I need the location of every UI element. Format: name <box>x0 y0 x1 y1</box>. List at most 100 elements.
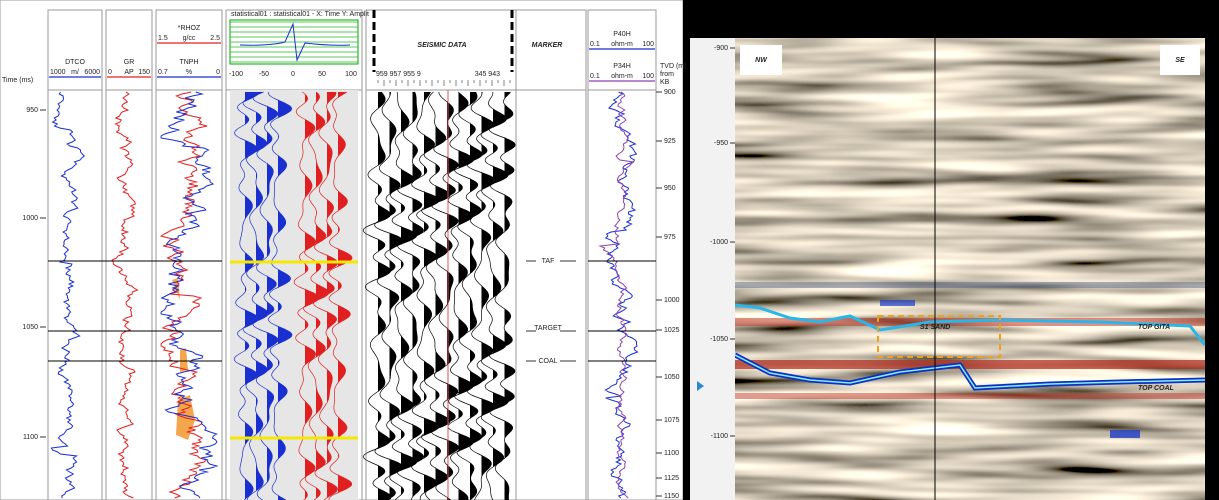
label: 1050 <box>22 324 38 331</box>
track-frame <box>47 89 103 500</box>
label: TOP COAL <box>1138 385 1174 392</box>
seismic-wiggle-fill <box>470 92 482 500</box>
label: AP <box>124 69 134 76</box>
seismic-wiggle-fill <box>389 92 404 500</box>
trace-wiggle-fill <box>327 92 338 500</box>
seismic-wiggle <box>362 91 392 500</box>
seismic-wiggle <box>421 91 451 500</box>
label: 1025 <box>664 327 680 334</box>
seismic-wiggle-fill <box>435 92 451 500</box>
seismic-wiggle-fill <box>504 92 516 500</box>
seismic-wiggle <box>431 91 459 500</box>
seismic-wiggle <box>374 91 404 500</box>
track-frame <box>155 89 223 500</box>
label: 100 <box>345 71 357 78</box>
seismic-wiggle <box>480 91 509 500</box>
label: 1125 <box>664 475 679 482</box>
track-frame <box>105 89 153 500</box>
blue-streak <box>1110 430 1140 438</box>
label: 50 <box>318 71 326 78</box>
label: -950 <box>714 140 728 147</box>
label: TOP GITA <box>1138 324 1170 331</box>
label: 6000 <box>84 69 100 76</box>
red-band <box>735 393 1205 399</box>
res-curve <box>604 91 639 499</box>
label: 0.1 <box>590 73 600 80</box>
label: 1075 <box>664 417 680 424</box>
label: TNPH <box>179 59 198 66</box>
nw-box <box>740 45 782 75</box>
label: -1050 <box>710 336 728 343</box>
label: 100 <box>642 41 654 48</box>
label: 150 <box>138 69 150 76</box>
label: -1000 <box>710 239 728 246</box>
label: % <box>186 69 192 76</box>
red-band <box>735 360 1205 369</box>
label: SE <box>1175 57 1185 64</box>
track-frame <box>587 89 657 500</box>
synthetic-wiggle-fill <box>256 92 269 500</box>
label: 1000 <box>22 215 38 222</box>
label: -900 <box>714 45 728 52</box>
label: DTCO <box>65 59 85 66</box>
label: SEISMIC DATA <box>417 42 466 49</box>
label: 0.1 <box>590 41 600 48</box>
synthetic-wiggle <box>233 91 260 500</box>
tnph-curve <box>160 91 219 499</box>
trace-wiggle <box>313 91 339 500</box>
label: 345 943 <box>475 71 500 78</box>
synthetic-wiggle <box>242 91 269 500</box>
label: GR <box>124 59 135 66</box>
trace-wiggle-fill <box>305 92 320 500</box>
label: 1100 <box>23 434 38 441</box>
gr-curve <box>111 91 139 499</box>
trace-wiggle-fill <box>316 92 329 500</box>
label: 950 <box>664 185 676 192</box>
synthetic-wiggle-fill <box>278 92 292 500</box>
label: TAF <box>542 258 555 265</box>
label: NW <box>755 57 768 64</box>
seismic-wiggle <box>389 91 418 500</box>
synthetic-wiggle <box>252 91 279 500</box>
label: 925 <box>664 138 676 145</box>
dtco-curve <box>50 91 86 499</box>
seismic-wiggle <box>488 91 516 500</box>
seismic-wiggle <box>466 91 497 500</box>
rhoz-curve <box>159 91 208 499</box>
label: ohm-m <box>611 41 633 48</box>
label: -50 <box>259 71 269 78</box>
seismic-wiggle-fill <box>412 92 424 500</box>
label: 0 <box>291 71 295 78</box>
label: 1150 <box>664 493 679 500</box>
label: 975 <box>664 234 676 241</box>
sand-box <box>877 315 1001 358</box>
label: 950 <box>26 107 38 114</box>
grey-band <box>735 282 1205 288</box>
label: 0.7 <box>158 69 168 76</box>
well-marker <box>697 381 704 391</box>
label: 100 <box>642 73 654 80</box>
label: MARKER <box>532 42 563 49</box>
res-curve <box>598 91 635 499</box>
label: ohm-m <box>611 73 633 80</box>
label: 2.5 <box>210 35 220 42</box>
seismic-wiggle <box>397 91 425 500</box>
label: KB <box>660 79 670 86</box>
label: -100 <box>229 71 243 78</box>
label: 1.5 <box>158 35 168 42</box>
stat-spike <box>239 22 351 62</box>
seismic-noise <box>735 38 1205 500</box>
label: Time (ms) <box>2 77 33 84</box>
label: TARGET <box>534 325 563 332</box>
label: S1 SAND <box>920 324 950 331</box>
label: 0 <box>108 69 112 76</box>
label: 900 <box>664 89 676 96</box>
label: P40H <box>613 31 631 38</box>
horizon-coal-core <box>735 354 1205 389</box>
label: statistical01 : statistical01 - X: Time … <box>231 11 369 18</box>
blue-streak <box>880 300 915 306</box>
seismic-wiggle-fill <box>424 92 440 500</box>
seismic-image <box>735 38 1205 500</box>
track-frame <box>515 89 587 500</box>
horizon-gita <box>735 303 1205 346</box>
